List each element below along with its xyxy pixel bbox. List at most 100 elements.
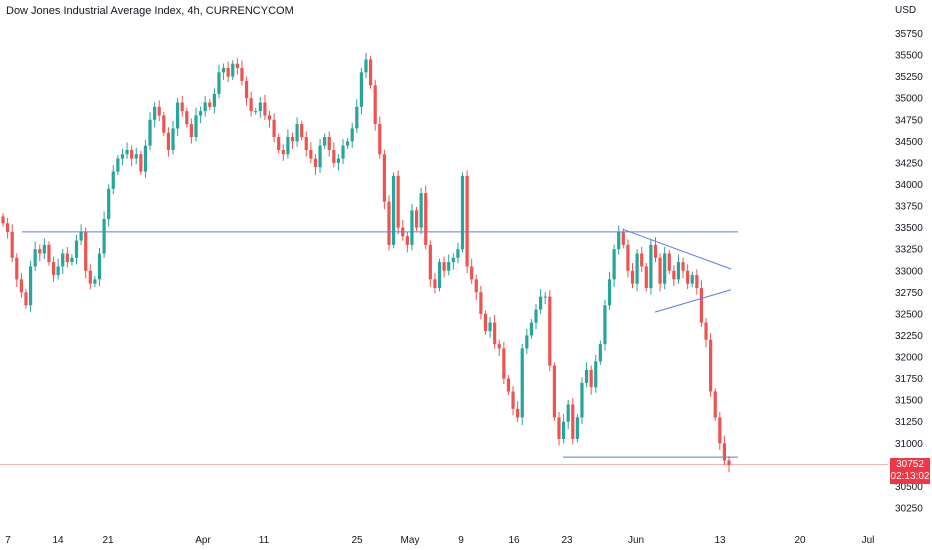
candles: [1, 52, 731, 473]
currency-label: USD: [895, 5, 917, 16]
candle-body: [332, 149, 336, 163]
y-tick-label: 34250: [895, 158, 923, 169]
y-tick-label: 33750: [895, 202, 923, 213]
candle-body: [180, 102, 184, 112]
candle-body: [460, 175, 465, 250]
candle-body: [107, 188, 111, 219]
triangle-upper-trendline[interactable]: [622, 228, 732, 270]
candle-body: [681, 262, 685, 271]
candle-body: [368, 59, 373, 86]
candle-body: [470, 266, 474, 280]
candle-body: [125, 149, 129, 155]
candle-body: [511, 391, 515, 409]
x-tick-label: 14: [52, 535, 64, 546]
y-tick-label: 33250: [895, 245, 923, 256]
candle-body: [208, 102, 212, 107]
y-tick-label: 32750: [895, 288, 923, 299]
candle-body: [189, 124, 193, 138]
candle-body: [506, 378, 511, 392]
candle-body: [433, 279, 437, 289]
candle-body: [281, 149, 285, 155]
candle-body: [5, 223, 10, 232]
y-tick-label: 31500: [895, 396, 923, 407]
candle-body: [529, 322, 534, 336]
x-tick-label: 23: [561, 535, 573, 546]
candle-body: [111, 171, 115, 189]
candle-body: [626, 244, 630, 271]
candle-body: [290, 137, 295, 142]
candle-body: [649, 244, 653, 289]
x-tick-label: 20: [794, 535, 806, 546]
y-tick-label: 32250: [895, 331, 923, 342]
candle-body: [341, 145, 345, 159]
y-tick-label: 31750: [895, 374, 923, 385]
candle-body: [543, 296, 547, 298]
candle-body: [552, 365, 556, 418]
candle-body: [516, 408, 520, 418]
candle-body: [153, 106, 157, 120]
y-tick-label: 33500: [895, 223, 923, 234]
candle-body: [350, 128, 354, 142]
candle-body: [254, 111, 258, 113]
candle-body: [267, 115, 272, 120]
candle-body: [304, 137, 308, 150]
candle-body: [539, 296, 543, 310]
candle-body: [589, 369, 593, 388]
x-tick-label: 7: [5, 535, 11, 546]
candle-body: [442, 262, 446, 271]
candle-body: [493, 322, 497, 345]
candle-body: [410, 210, 414, 245]
candle-body: [497, 344, 501, 349]
candle-body: [612, 249, 616, 280]
candle-body: [640, 253, 644, 267]
candle-body: [93, 279, 97, 284]
countdown-timer: 02:13:02: [890, 471, 930, 482]
x-tick-label: 13: [714, 535, 726, 546]
triangle-lower-trendline[interactable]: [654, 289, 732, 313]
y-tick-label: 35500: [895, 51, 923, 62]
candle-body: [295, 124, 299, 142]
candle-body: [102, 218, 106, 254]
candle-body: [575, 417, 579, 439]
candle-body: [419, 193, 423, 228]
candle-body: [249, 98, 253, 112]
last-price-badge: 30752 02:13:02: [890, 458, 930, 484]
candle-body: [240, 68, 244, 81]
candle-body: [65, 253, 69, 263]
candle-body: [520, 348, 524, 418]
candle-body: [38, 249, 42, 254]
candle-body: [557, 417, 561, 439]
candle-body: [157, 106, 161, 116]
candle-body: [79, 231, 83, 241]
candle-body: [437, 262, 442, 289]
candle-body: [166, 132, 171, 150]
candle-body: [644, 266, 648, 289]
candle-body: [176, 102, 180, 129]
candle-body: [47, 244, 51, 263]
candle-body: [162, 115, 166, 133]
candle-body: [212, 93, 216, 107]
candle-body: [309, 149, 313, 159]
candle-body: [727, 460, 731, 465]
candle-body: [1, 216, 5, 224]
candle-body: [120, 154, 125, 159]
x-tick-label: Jul: [862, 535, 875, 546]
candle-body: [231, 63, 235, 77]
candle-body: [203, 102, 207, 112]
candle-body: [483, 313, 488, 332]
y-tick-label: 34500: [895, 137, 923, 148]
candle-body: [235, 63, 239, 69]
y-tick-label: 32500: [895, 309, 923, 320]
y-tick-label: 31250: [895, 417, 923, 428]
candle-body: [359, 72, 364, 107]
candle-body: [667, 253, 671, 271]
candle-body: [194, 115, 198, 138]
x-tick-label: 16: [508, 535, 520, 546]
candle-body: [33, 249, 37, 267]
candle-body: [718, 417, 722, 444]
x-axis: 7 14 21 Apr 11 25 May 9 16 23 Jun 13 20 Jul: [5, 535, 874, 546]
candle-body: [603, 305, 607, 345]
candle-body: [221, 68, 226, 73]
candle-body: [130, 149, 134, 159]
